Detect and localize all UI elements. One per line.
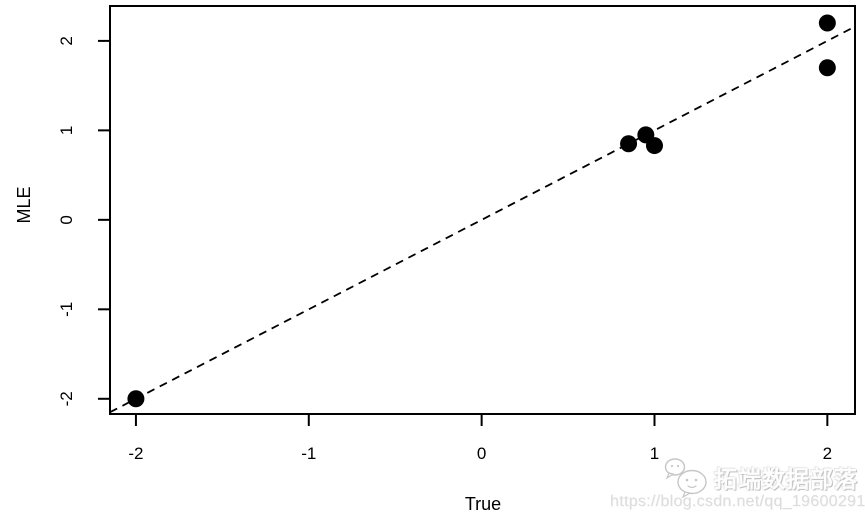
axis-ticks: -2 -1 0 1 2 -2 -1 0 1 2 [57,36,832,463]
x-tick-label: 2 [823,444,832,463]
x-axis-title: True [465,494,501,514]
y-axis-title: MLE [14,186,34,223]
x-tick-label: 1 [650,444,659,463]
x-tick-label: -2 [128,444,143,463]
scatter-point [818,14,836,32]
y-tick-label: 1 [57,126,76,135]
identity-line-segment [109,25,856,414]
x-tick-label: -1 [301,444,316,463]
y-tick-label: 0 [57,215,76,224]
scatter-point [818,59,836,77]
scatter-point [127,390,145,408]
plot-border [109,5,856,415]
identity-line [109,25,856,414]
data-points [127,14,836,408]
x-tick-label: 0 [477,444,486,463]
scatter-point [645,137,663,155]
y-tick-label: 2 [57,36,76,45]
scatter-point [620,135,638,153]
y-tick-label: -1 [57,302,76,317]
y-tick-label: -2 [57,391,76,406]
